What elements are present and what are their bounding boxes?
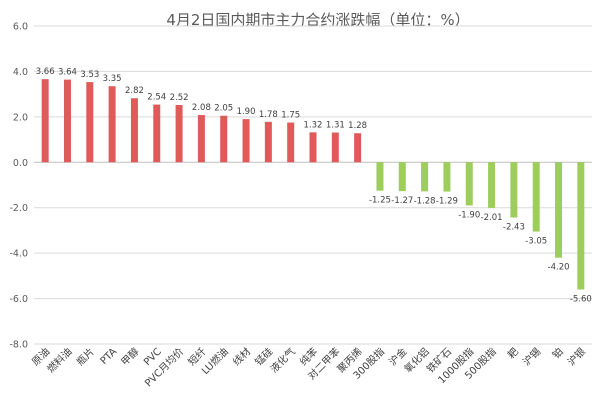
bar xyxy=(532,162,540,232)
x-tick-label: 耙 xyxy=(505,346,521,362)
data-label: -4.20 xyxy=(548,263,570,273)
grid-layer xyxy=(34,25,592,345)
bar xyxy=(220,115,228,163)
bar xyxy=(197,115,205,163)
data-label: 1.78 xyxy=(259,110,278,120)
x-tick-label: 沪锡 xyxy=(520,345,543,368)
data-label: 1.75 xyxy=(281,111,300,121)
bar xyxy=(309,132,317,163)
x-tick-label: 液化气 xyxy=(267,345,297,375)
y-tick-label: 4.0 xyxy=(13,67,28,78)
x-tick-label: 沪银 xyxy=(565,345,588,368)
data-label: -1.28 xyxy=(414,196,436,206)
bar xyxy=(376,162,384,191)
y-tick-label: -6.0 xyxy=(9,294,28,305)
data-label: 3.64 xyxy=(58,68,77,78)
data-label: 1.32 xyxy=(304,120,323,130)
data-label: -3.05 xyxy=(525,237,547,247)
data-label: -1.25 xyxy=(369,196,391,206)
bar xyxy=(63,79,71,163)
data-label: -5.60 xyxy=(570,294,592,304)
data-label: -1.90 xyxy=(458,210,480,220)
data-label: 1.90 xyxy=(237,107,256,117)
y-tick-label: 6.0 xyxy=(13,22,28,33)
data-label: -2.43 xyxy=(503,222,525,232)
bar xyxy=(41,79,49,163)
data-label: 2.08 xyxy=(192,103,211,113)
bar xyxy=(287,122,295,163)
bar xyxy=(421,162,429,192)
bar xyxy=(443,162,451,192)
data-label: 2.52 xyxy=(170,93,189,103)
bar xyxy=(242,119,250,163)
bar xyxy=(86,82,94,163)
data-label: 3.35 xyxy=(103,74,122,84)
y-axis-ticks: 6.0 4.0 2.0 0.0 -2.0 -4.0 -6.0 -8.0 xyxy=(9,22,28,351)
chart-title: 4月2日国内期市主力合约涨跌幅（单位：%） xyxy=(166,11,469,29)
bar xyxy=(175,105,183,163)
bar xyxy=(108,86,116,163)
x-tick-label: 燃料油 xyxy=(44,345,74,375)
x-tick-label: 瓶片 xyxy=(74,345,97,368)
bar xyxy=(331,132,339,163)
y-tick-label: -4.0 xyxy=(9,249,28,260)
x-tick-label: 线材 xyxy=(230,345,253,368)
bar xyxy=(153,104,161,163)
data-label: 1.28 xyxy=(348,121,367,131)
bar-layer xyxy=(41,79,585,290)
bar xyxy=(510,162,518,218)
data-label: 2.05 xyxy=(214,104,233,114)
bar xyxy=(398,162,406,192)
data-label: 3.66 xyxy=(36,67,55,77)
bar xyxy=(488,162,496,208)
bar xyxy=(130,98,138,163)
y-tick-label: -2.0 xyxy=(9,203,28,214)
y-tick-label: 0.0 xyxy=(13,158,28,169)
y-tick-label: -8.0 xyxy=(9,340,28,351)
x-tick-label: PTA xyxy=(99,346,120,367)
data-label: 2.82 xyxy=(125,86,144,96)
data-label: -2.01 xyxy=(481,213,503,223)
x-tick-label: 甲醇 xyxy=(118,345,141,368)
data-label: 1.31 xyxy=(326,121,345,131)
y-tick-label: 2.0 xyxy=(13,112,28,123)
bar xyxy=(577,162,585,290)
x-tick-label: 铂 xyxy=(549,345,565,361)
bar xyxy=(354,133,362,163)
data-label-layer: 3.66 3.64 3.53 3.352.822.54 2.522.08 2.05 1.90… xyxy=(36,67,592,304)
data-label: -1.29 xyxy=(436,197,458,207)
data-label: 2.54 xyxy=(147,93,166,103)
bar xyxy=(264,121,272,163)
bar xyxy=(465,162,473,206)
data-label: 3.53 xyxy=(80,70,99,80)
data-label: -1.27 xyxy=(391,196,413,206)
bar xyxy=(555,162,563,258)
